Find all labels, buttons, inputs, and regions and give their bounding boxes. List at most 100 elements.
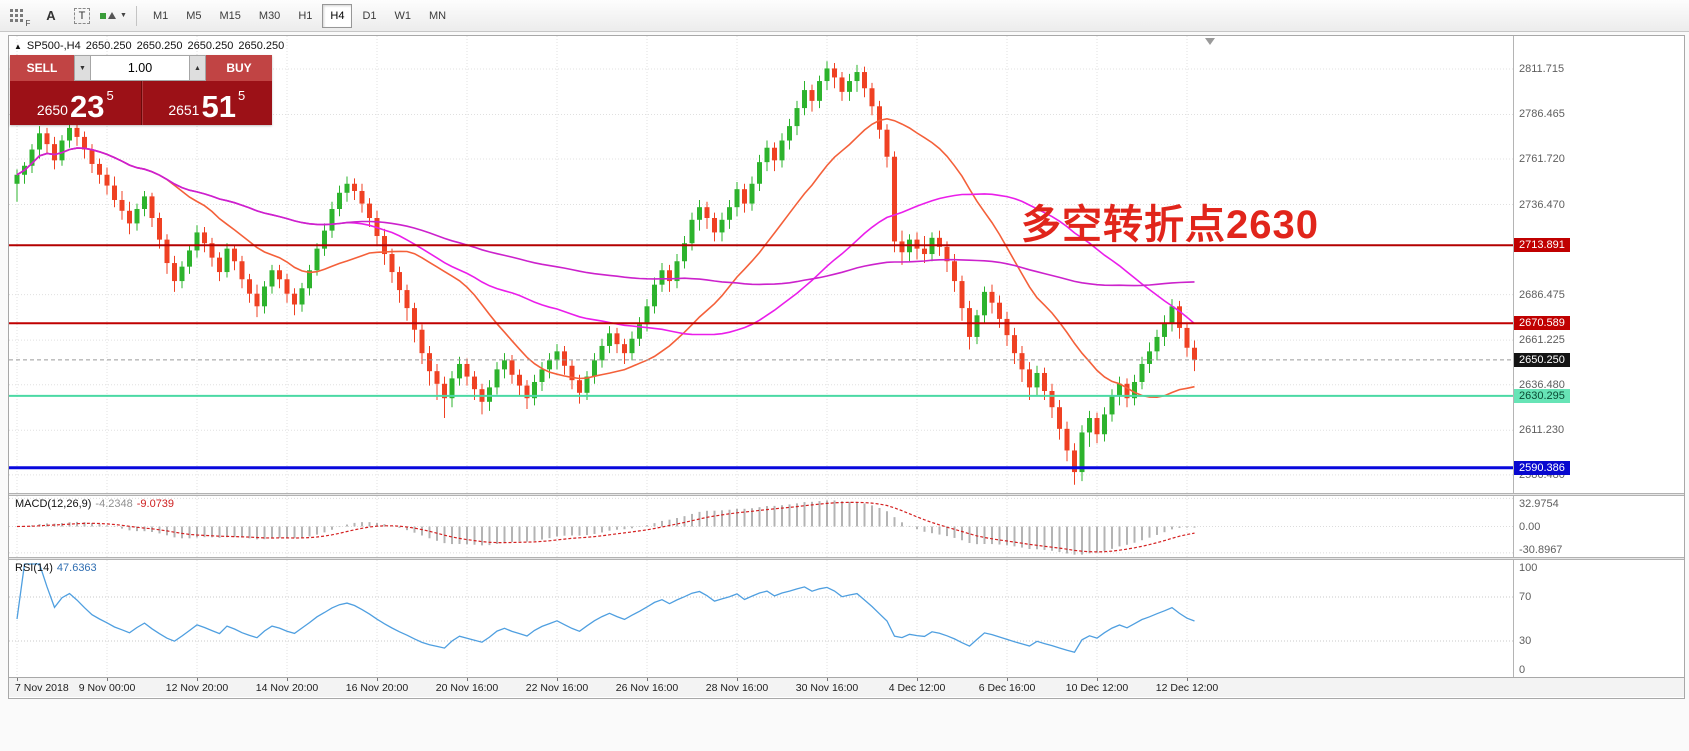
objects-icon bbox=[100, 12, 106, 19]
candle bbox=[247, 273, 252, 303]
candles-layer bbox=[14, 61, 1197, 485]
timeframe-h1-button[interactable]: H1 bbox=[298, 9, 313, 22]
price-gridline-label: 2736.470 bbox=[1519, 198, 1565, 211]
candle bbox=[742, 183, 747, 213]
candle bbox=[817, 75, 822, 109]
rsi-scale-label: 70 bbox=[1519, 591, 1532, 603]
ask-prefix: 2651 bbox=[168, 102, 200, 118]
candle bbox=[1117, 376, 1122, 406]
candle bbox=[502, 353, 507, 379]
tool-group: F A T ▼ bbox=[6, 3, 128, 29]
draw-objects-button[interactable]: ▼ bbox=[99, 3, 128, 29]
candle bbox=[1184, 322, 1190, 357]
candle bbox=[127, 201, 132, 235]
candle bbox=[449, 371, 455, 408]
price-axis[interactable] bbox=[1514, 36, 1684, 698]
main-chart[interactable]: ▲ SP500-,H4 2650.250 2650.250 2650.250 2… bbox=[9, 36, 1514, 493]
timeframe-mn-button[interactable]: MN bbox=[429, 9, 447, 22]
close-value: 2650.250 bbox=[238, 40, 285, 52]
bid-big-digits: 23 bbox=[69, 88, 105, 124]
price-badge: 2713.891 bbox=[1514, 238, 1570, 253]
candle bbox=[982, 286, 987, 323]
candle bbox=[884, 124, 890, 168]
time-tick bbox=[107, 678, 108, 681]
rsi-label: RSI(14) bbox=[15, 562, 53, 574]
candle bbox=[727, 199, 732, 229]
candle bbox=[944, 241, 950, 273]
low-value: 2650.250 bbox=[187, 40, 234, 52]
chart-shift-icon[interactable] bbox=[1205, 38, 1215, 45]
chart-grid-button[interactable]: F bbox=[6, 3, 34, 29]
candle bbox=[524, 380, 530, 410]
candle bbox=[824, 61, 830, 91]
time-axis[interactable]: 7 Nov 2018 9 Nov 00:00 12 Nov 20:00 14 Nov … bbox=[9, 677, 1684, 697]
volume-increase-button[interactable]: ▲ bbox=[189, 55, 206, 81]
candle bbox=[532, 374, 537, 406]
high-value: 2650.250 bbox=[136, 40, 183, 52]
price-badge: 2650.250 bbox=[1514, 352, 1570, 367]
candle bbox=[307, 264, 312, 296]
candle bbox=[569, 360, 575, 390]
candle bbox=[899, 230, 905, 265]
candle bbox=[922, 236, 927, 264]
price-gridline-label: 2636.480 bbox=[1519, 378, 1565, 391]
text-label-button[interactable]: T bbox=[68, 3, 96, 29]
timeframe-m30-button[interactable]: M30 bbox=[258, 9, 281, 22]
candle bbox=[352, 178, 357, 200]
toolbar: F A T ▼ M1 M5 M15 M30 H1 H4 D1 W1 MN bbox=[0, 0, 1689, 32]
grid-icon-sub-label: F bbox=[25, 18, 31, 28]
macd-panel[interactable]: MACD(12,26,9) -4.2348 -9.0739 bbox=[9, 496, 1514, 557]
candle bbox=[149, 192, 155, 228]
symbol-label: SP500-,H4 bbox=[26, 40, 81, 52]
grid-icon bbox=[9, 9, 23, 22]
candle bbox=[187, 245, 192, 274]
text-annotation-button[interactable]: A bbox=[37, 3, 65, 29]
macd-main-value: -4.2348 bbox=[95, 498, 133, 510]
price-badge: 2630.295 bbox=[1514, 388, 1570, 403]
candle bbox=[1042, 367, 1047, 401]
ask-big-digits: 51 bbox=[201, 88, 236, 124]
chart-header: ▲ SP500-,H4 2650.250 2650.250 2650.250 2… bbox=[14, 40, 284, 52]
candle bbox=[419, 324, 425, 364]
candle bbox=[704, 201, 710, 229]
candle bbox=[764, 140, 770, 172]
price-gridline-label: 2811.715 bbox=[1519, 62, 1565, 75]
candle bbox=[787, 118, 792, 150]
time-tick bbox=[1097, 678, 1098, 681]
candle bbox=[67, 120, 72, 148]
candle bbox=[1012, 327, 1017, 364]
candle bbox=[224, 243, 230, 278]
candle bbox=[299, 282, 305, 312]
candle bbox=[359, 183, 365, 213]
horizontal-lines bbox=[9, 244, 1513, 470]
sell-button[interactable]: SELL bbox=[10, 55, 74, 81]
candle bbox=[404, 284, 410, 321]
panel-splitter[interactable] bbox=[9, 493, 1684, 496]
buy-button[interactable]: BUY bbox=[206, 55, 272, 81]
candle bbox=[134, 203, 140, 231]
candle bbox=[314, 243, 320, 276]
panel-splitter[interactable] bbox=[9, 557, 1684, 560]
candle bbox=[427, 345, 432, 386]
rsi-value: 47.6363 bbox=[56, 562, 97, 574]
time-tick bbox=[737, 678, 738, 681]
volume-decrease-button[interactable]: ▼ bbox=[74, 55, 91, 81]
timeframe-d1-button[interactable]: D1 bbox=[362, 9, 377, 22]
timeframe-m1-button[interactable]: M1 bbox=[152, 9, 169, 22]
label-tool-icon: T bbox=[73, 7, 91, 24]
one-click-trading-panel: SELL ▼ ▲ BUY 2650 23 5 2651 51 bbox=[10, 55, 272, 125]
ma-line-90 bbox=[16, 147, 1195, 287]
candle bbox=[442, 376, 447, 419]
timeframe-w1-button[interactable]: W1 bbox=[394, 9, 412, 22]
timeframe-h4-button[interactable]: H4 bbox=[322, 3, 353, 28]
candle bbox=[629, 331, 635, 361]
rsi-panel[interactable]: RSI(14) 47.6363 bbox=[9, 560, 1514, 677]
candle bbox=[892, 151, 897, 253]
volume-input[interactable] bbox=[91, 55, 189, 81]
time-axis-label: 26 Nov 16:00 bbox=[615, 682, 679, 694]
candle bbox=[832, 63, 837, 89]
candle bbox=[29, 144, 35, 173]
timeframe-m15-button[interactable]: M15 bbox=[219, 9, 241, 22]
macd-signal-value: -9.0739 bbox=[136, 498, 175, 510]
timeframe-m5-button[interactable]: M5 bbox=[186, 9, 202, 22]
